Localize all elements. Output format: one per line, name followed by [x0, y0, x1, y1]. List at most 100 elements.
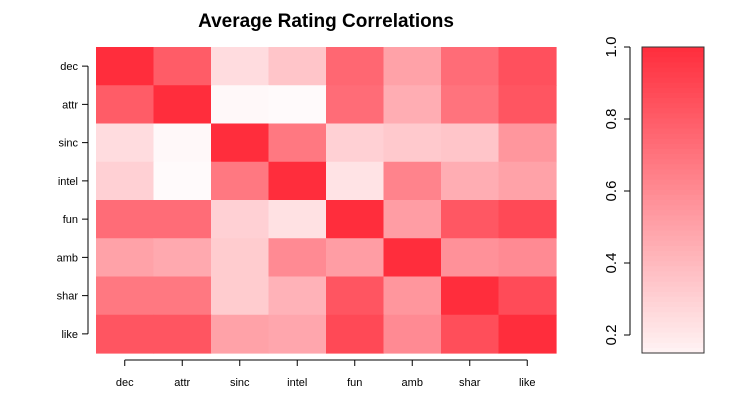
- colorbar-segment: [642, 143, 704, 150]
- heatmap-cell-attr-amb: [383, 85, 442, 125]
- colorbar-segment: [642, 296, 704, 303]
- heatmap-cell-dec-attr: [153, 47, 212, 86]
- colorbar-segment: [642, 87, 704, 94]
- heatmap-cell-amb-attr: [153, 238, 212, 278]
- column-label-fun: fun: [347, 377, 362, 389]
- heatmap-cell-shar-shar: [441, 276, 500, 316]
- colorbar-segment: [642, 317, 704, 323]
- heatmap-cell-sinc-shar: [441, 123, 500, 163]
- heatmap-cell-amb-amb: [383, 238, 442, 278]
- row-label-dec: dec: [60, 61, 78, 73]
- heatmap-cell-intel-like: [498, 161, 557, 201]
- heatmap-cell-shar-dec: [96, 276, 155, 316]
- colorbar-segment: [642, 169, 704, 176]
- colorbar-segment: [642, 347, 704, 354]
- colorbar-segment: [642, 327, 704, 334]
- heatmap-cell-like-attr: [153, 314, 212, 354]
- colorbar-segment: [642, 113, 704, 119]
- column-label-intel: intel: [287, 377, 307, 389]
- colorbar-segment: [642, 103, 704, 109]
- colorbar-segment: [642, 225, 704, 232]
- heatmap-cell-intel-fun: [326, 161, 385, 201]
- colorbar-frame: [641, 46, 705, 354]
- heatmap-cell-like-like: [498, 314, 557, 354]
- colorbar-segment: [642, 72, 704, 79]
- colorbar-segment: [642, 200, 704, 206]
- row-axis: dec attr sinc intel fun amb shar like: [57, 61, 89, 341]
- colorbar-segment: [642, 174, 704, 181]
- colorbar-segment: [642, 266, 704, 272]
- heatmap-cell-sinc-dec: [96, 123, 155, 163]
- row-label-like: like: [61, 329, 78, 341]
- colorbar-segment: [642, 52, 704, 58]
- heatmap-cell-like-intel: [268, 314, 327, 354]
- heatmap-cell-amb-like: [498, 238, 557, 278]
- colorbar-segment: [642, 256, 704, 262]
- row-label-intel: intel: [58, 176, 78, 188]
- heatmap-cell-fun-dec: [96, 200, 155, 239]
- heatmap-cell-like-amb: [383, 314, 442, 354]
- colorbar-segment: [642, 108, 704, 114]
- heatmap-cell-shar-amb: [383, 276, 442, 316]
- heatmap-cell-sinc-fun: [326, 123, 385, 163]
- heatmap-cell-fun-intel: [268, 200, 327, 239]
- colorbar-segment: [642, 164, 704, 170]
- heatmap-cell-attr-dec: [96, 85, 155, 125]
- heatmap-cell-shar-sinc: [211, 276, 270, 316]
- heatmap-cell-sinc-amb: [383, 123, 442, 163]
- column-axis: dec attr sinc intel fun amb shar like: [116, 359, 536, 389]
- colorbar-segment: [642, 286, 704, 293]
- heatmap-cell-sinc-attr: [153, 123, 212, 163]
- heatmap-cell-like-dec: [96, 314, 155, 354]
- heatmap-cell-amb-dec: [96, 238, 155, 278]
- colorbar-segment: [642, 138, 704, 145]
- heatmap-cell-intel-intel: [268, 161, 327, 201]
- heatmap-cell-amb-fun: [326, 238, 385, 278]
- colorbar-segment: [642, 184, 704, 191]
- colorbar-segment: [642, 235, 704, 242]
- heatmap-cell-dec-dec: [96, 47, 155, 86]
- colorbar-segment: [642, 205, 704, 211]
- colorbar-segment: [642, 62, 704, 68]
- colorbar-segment: [642, 57, 704, 63]
- colorbar-segment: [642, 67, 704, 74]
- heatmap-cell-sinc-like: [498, 123, 557, 163]
- colorbar-segment: [642, 82, 704, 89]
- colorbar-segment: [642, 159, 704, 165]
- colorbar-label-1.0: 1.0: [603, 37, 620, 58]
- column-label-amb: amb: [402, 377, 423, 389]
- heatmap-cell-shar-attr: [153, 276, 212, 316]
- heatmap-cell-shar-intel: [268, 276, 327, 316]
- colorbar-segment: [642, 291, 704, 298]
- heatmap-cell-attr-sinc: [211, 85, 270, 125]
- heatmap-cell-like-shar: [441, 314, 500, 354]
- colorbar-segment: [642, 92, 704, 99]
- row-label-attr: attr: [62, 99, 78, 111]
- chart-title: Average Rating Correlations: [198, 11, 454, 32]
- heatmap-cell-fun-like: [498, 200, 557, 239]
- heatmap-cell-amb-shar: [441, 238, 500, 278]
- colorbar-segment: [642, 230, 704, 237]
- heatmap-cells: [96, 47, 557, 354]
- heatmap-cell-shar-like: [498, 276, 557, 316]
- colorbar-segment: [642, 312, 704, 318]
- column-label-like: like: [519, 377, 536, 389]
- colorbar-label-0.6: 0.6: [603, 181, 620, 202]
- heatmap-cell-attr-shar: [441, 85, 500, 125]
- row-label-sinc: sinc: [58, 138, 78, 150]
- heatmap-cell-intel-sinc: [211, 161, 270, 201]
- colorbar-label-0.8: 0.8: [603, 109, 620, 130]
- colorbar-segment: [642, 98, 704, 104]
- colorbar-segment: [642, 194, 704, 201]
- heatmap-cell-fun-fun: [326, 200, 385, 239]
- heatmap-cell-intel-shar: [441, 161, 500, 201]
- colorbar-segment: [642, 307, 704, 313]
- heatmap-cell-attr-attr: [153, 85, 212, 125]
- colorbar-segment: [642, 276, 704, 283]
- heatmap-cell-dec-amb: [383, 47, 442, 86]
- heatmap-cell-intel-dec: [96, 161, 155, 201]
- colorbar-segment: [642, 210, 704, 216]
- colorbar-segment: [642, 128, 704, 135]
- column-label-dec: dec: [116, 377, 134, 389]
- column-label-sinc: sinc: [230, 377, 250, 389]
